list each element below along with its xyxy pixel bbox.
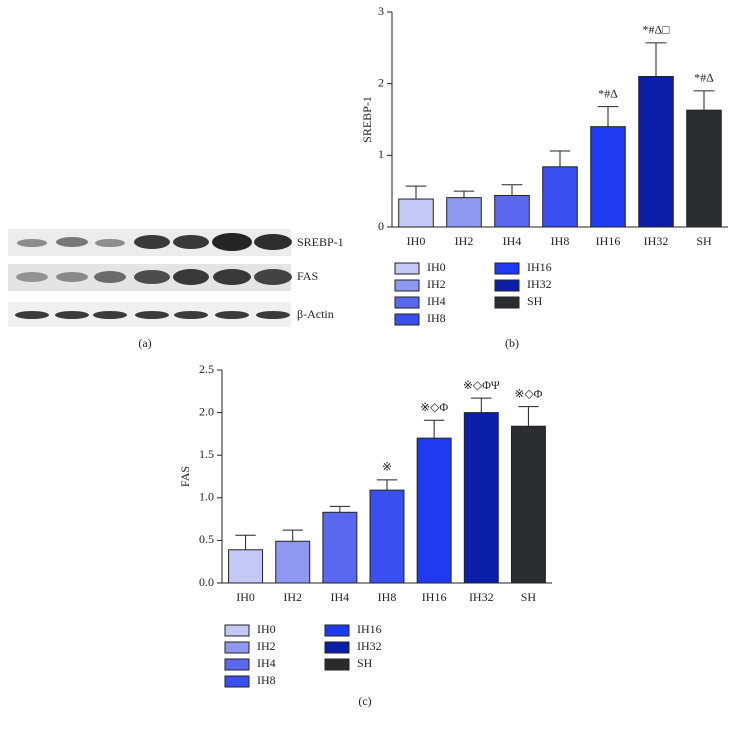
annotation: ※◇ΦΨ <box>463 378 500 392</box>
x-tick-label: IH32 <box>469 590 494 604</box>
x-tick-label: IH4 <box>503 234 522 248</box>
legend-label: IH0 <box>427 260 446 274</box>
x-tick-label: IH0 <box>236 590 255 604</box>
legend-swatch <box>394 279 420 292</box>
legend-swatch <box>394 262 420 275</box>
annotation: ※ <box>382 460 392 474</box>
annotation: *#Δ <box>598 86 618 100</box>
bar <box>416 437 452 584</box>
legend-label: IH8 <box>427 311 446 325</box>
legend-label: IH8 <box>257 673 276 687</box>
blot-label: SREBP-1 <box>297 235 344 249</box>
legend-label: SH <box>357 656 373 670</box>
legend-label: IH0 <box>257 622 276 636</box>
legend-swatch <box>394 313 420 326</box>
y-tick-label: 0 <box>378 219 384 233</box>
x-tick-label: IH8 <box>551 234 570 248</box>
bar <box>638 76 674 228</box>
y-tick-label: 0.0 <box>199 575 214 589</box>
blot-label: FAS <box>297 269 318 283</box>
annotation: ※◇Φ <box>420 400 448 414</box>
legend-swatch <box>494 262 520 275</box>
legend-swatch <box>494 296 520 309</box>
x-tick-label: SH <box>521 590 537 604</box>
bar <box>446 197 482 228</box>
bar <box>322 511 358 584</box>
y-tick-label: 1 <box>378 147 384 161</box>
y-axis-label: FAS <box>178 466 192 487</box>
y-axis-label: SREBP-1 <box>360 96 374 143</box>
x-tick-label: IH2 <box>455 234 474 248</box>
y-tick-label: 2 <box>378 75 384 89</box>
legend-swatch <box>324 624 350 637</box>
bar <box>590 126 626 228</box>
legend-swatch <box>324 641 350 654</box>
y-tick-label: 3 <box>378 4 384 18</box>
bar <box>463 412 499 584</box>
panel-label: (c) <box>358 694 371 708</box>
legend-swatch <box>494 279 520 292</box>
legend-label: IH16 <box>357 622 382 636</box>
blot-label: β-Actin <box>297 307 334 321</box>
bands <box>15 233 292 319</box>
legend-swatch <box>224 641 250 654</box>
y-tick-label: 1.5 <box>199 447 214 461</box>
legend-label: IH2 <box>257 639 276 653</box>
x-tick-label: IH0 <box>407 234 426 248</box>
legend-swatch <box>394 296 420 309</box>
bar <box>542 166 578 228</box>
bar <box>510 425 546 584</box>
western-blot: SREBP-1 FAS β-Actin <box>8 229 344 327</box>
y-tick-label: 0.5 <box>199 532 214 546</box>
y-tick-label: 2.5 <box>199 362 214 376</box>
annotation: ※◇Φ <box>514 386 542 400</box>
legend-label: IH32 <box>527 277 552 291</box>
legend-swatch <box>224 675 250 688</box>
panel-label: (a) <box>138 336 151 350</box>
bar <box>369 489 405 584</box>
legend-label: IH32 <box>357 639 382 653</box>
legend-label: IH2 <box>427 277 446 291</box>
annotation: *#Δ <box>694 71 714 85</box>
panel-label: (b) <box>505 336 519 350</box>
bar <box>686 109 722 228</box>
annotation: *#Δ□ <box>643 23 670 37</box>
x-tick-label: IH8 <box>378 590 397 604</box>
x-tick-label: IH4 <box>331 590 350 604</box>
x-tick-label: IH16 <box>422 590 447 604</box>
legend-label: SH <box>527 294 543 308</box>
x-tick-label: IH16 <box>596 234 621 248</box>
legend-swatch <box>324 658 350 671</box>
bar <box>398 198 434 228</box>
legend-swatch <box>224 658 250 671</box>
legend-label: IH16 <box>527 260 552 274</box>
x-tick-label: IH32 <box>644 234 669 248</box>
legend-label: IH4 <box>257 656 276 670</box>
bar <box>275 540 311 584</box>
y-tick-label: 1.0 <box>199 490 214 504</box>
legend-label: IH4 <box>427 294 446 308</box>
x-tick-label: IH2 <box>283 590 302 604</box>
bar <box>228 549 264 584</box>
legend-swatch <box>224 624 250 637</box>
x-tick-label: SH <box>696 234 712 248</box>
y-tick-label: 2.0 <box>199 404 214 418</box>
bar <box>494 194 530 228</box>
